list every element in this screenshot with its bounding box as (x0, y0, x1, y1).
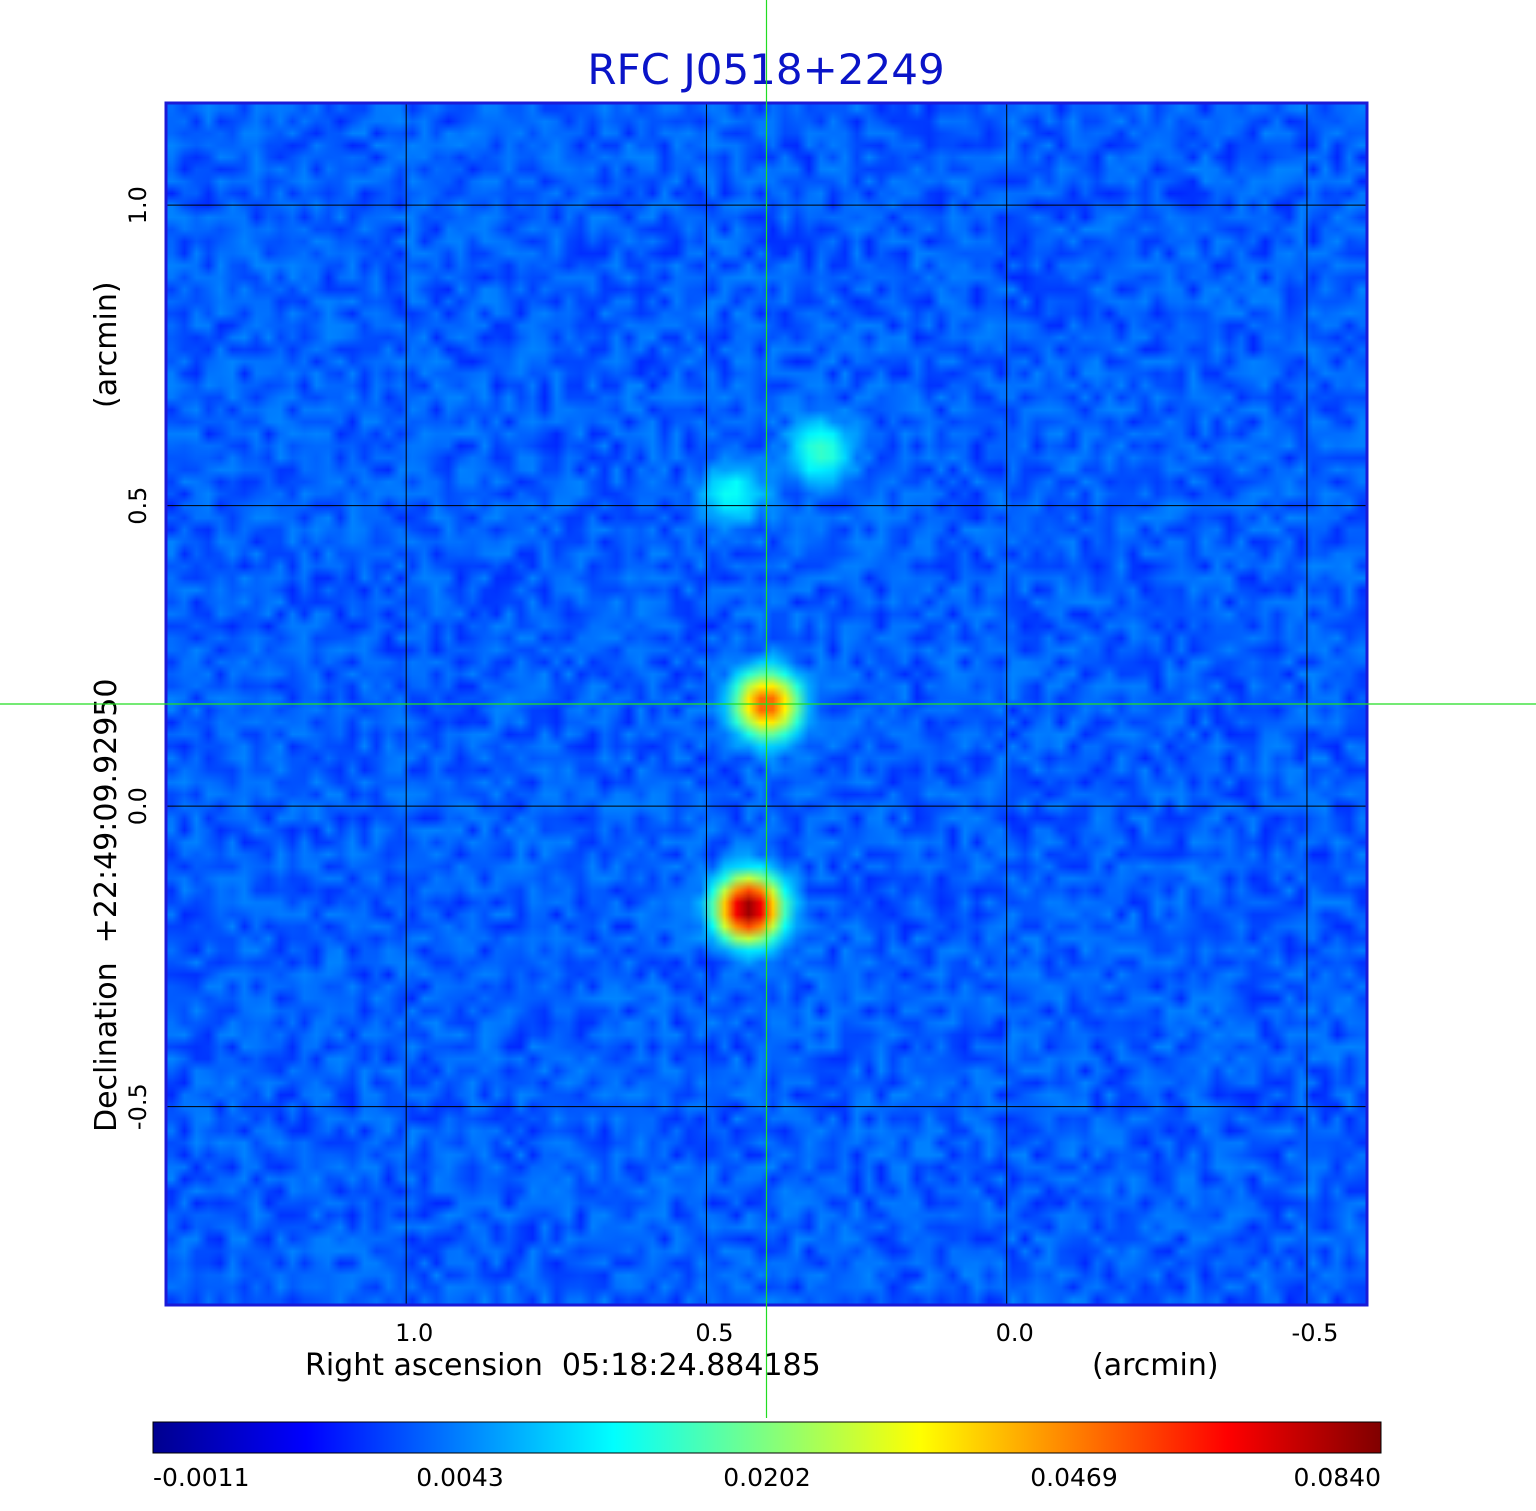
y-axis-label: Declination +22:49:09.92950 (89, 678, 124, 1132)
colorbar-tick-label: -0.0011 (153, 1463, 250, 1492)
colorbar (152, 1421, 1382, 1454)
y-axis-unit: (arcmin) (89, 281, 124, 408)
x-tick-label: 1.0 (395, 1319, 433, 1347)
x-tick-label: -0.5 (1292, 1319, 1339, 1347)
y-tick-labels: -0.5 0.0 0.5 1.0 (124, 186, 152, 1130)
colorbar-tick-label: 0.0043 (416, 1463, 503, 1492)
x-axis-label: Right ascension 05:18:24.884185 (305, 1348, 821, 1383)
colorbar-tick-labels: -0.0011 0.0043 0.0202 0.0469 0.0840 (153, 1463, 1381, 1492)
y-tick-label: 0.0 (124, 787, 152, 825)
x-axis-unit: (arcmin) (1092, 1348, 1219, 1383)
x-tick-label: 0.5 (695, 1319, 733, 1347)
colorbar-tick-label: 0.0202 (723, 1463, 810, 1492)
y-tick-label: -0.5 (124, 1083, 152, 1130)
x-tick-labels: 1.0 0.5 0.0 -0.5 (395, 1319, 1338, 1347)
y-tick-label: 0.5 (124, 487, 152, 525)
colorbar-tick-label: 0.0469 (1030, 1463, 1117, 1492)
crosshair (0, 0, 1536, 1418)
x-tick-label: 0.0 (996, 1319, 1034, 1347)
colorbar-tick-label: 0.0840 (1294, 1463, 1381, 1492)
y-tick-label: 1.0 (124, 186, 152, 224)
